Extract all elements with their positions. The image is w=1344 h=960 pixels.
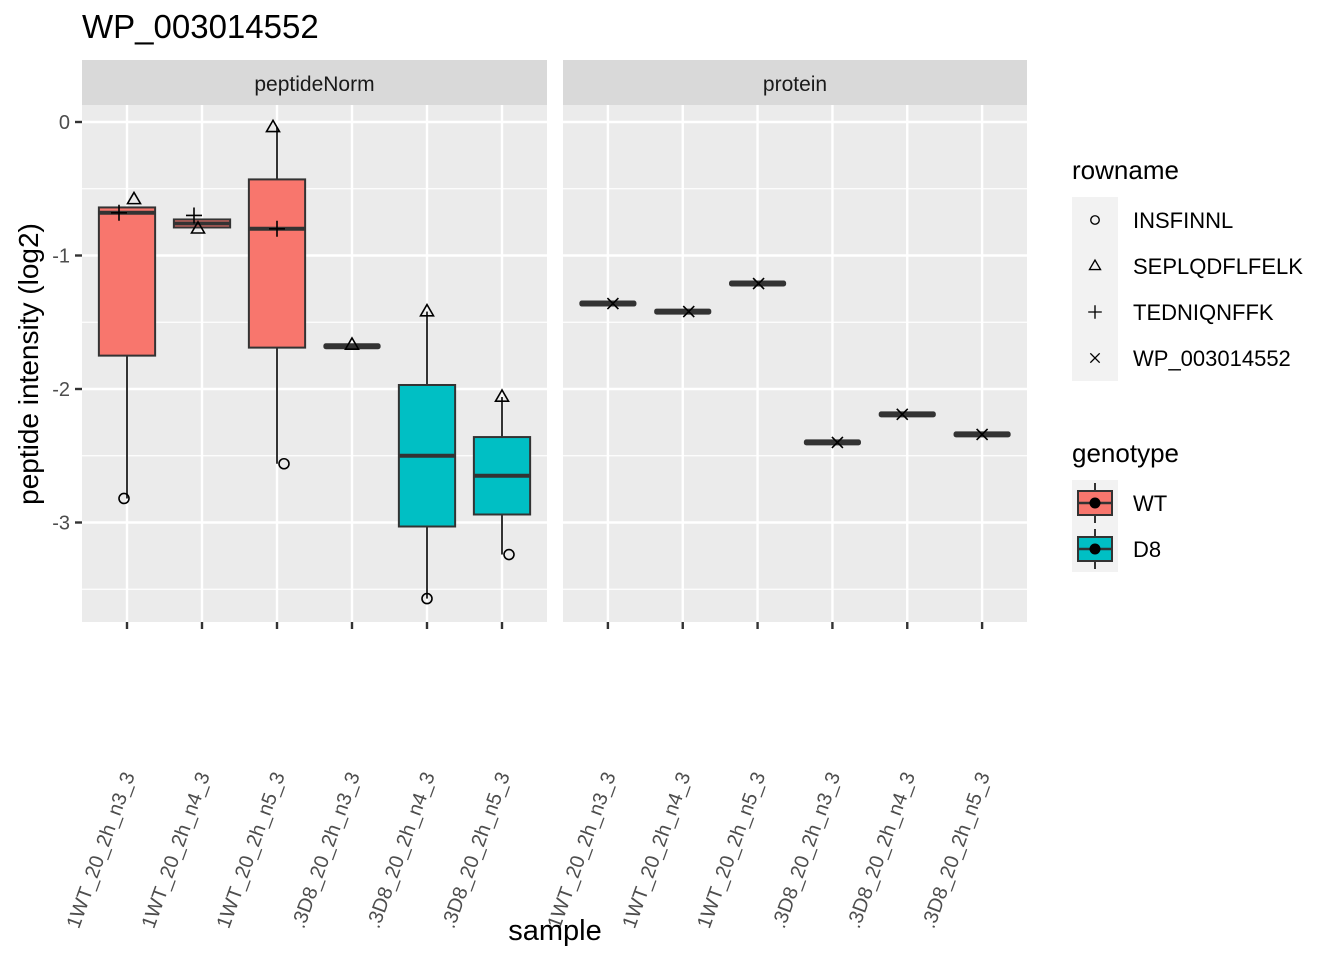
point-cross: [606, 297, 619, 310]
point-circle: [421, 592, 433, 605]
facet-strip-label: protein: [763, 73, 827, 96]
point-triangle: [344, 336, 360, 350]
facet-strip-label: peptideNorm: [254, 73, 374, 96]
panel-background: [82, 105, 547, 622]
point-cross: [896, 408, 909, 421]
y-tick-label: -3: [52, 513, 70, 535]
box-5: [397, 311, 457, 599]
median-line: [579, 300, 637, 307]
legend-key-box: [1077, 483, 1113, 523]
median-line: [323, 343, 381, 350]
box-2: [172, 218, 232, 229]
x-tick-label: .3D8_20_2h_n3_3: [768, 769, 845, 931]
legend-key-cross: [1089, 352, 1101, 364]
box-rect: [247, 178, 307, 349]
x-tick-label: 1WT_20_2h_n4_3: [618, 769, 695, 931]
box-4: [803, 439, 861, 446]
x-tick-label: .3D8_20_2h_n3_3: [288, 769, 365, 931]
legend-key-circle: [1090, 215, 1100, 225]
point-triangle: [494, 388, 510, 403]
point-cross: [682, 305, 695, 318]
chart-title: WP_003014552: [82, 8, 319, 45]
x-tick-label: .3D8_20_2h_n5_3: [918, 769, 995, 931]
point-cross: [831, 436, 844, 449]
box-1: [579, 300, 637, 307]
point-plus: [269, 220, 285, 237]
x-tick-label: 1WT_20_2h_n4_3: [138, 769, 215, 931]
x-tick-label: .3D8_20_2h_n4_3: [843, 769, 920, 931]
box-2: [654, 308, 712, 315]
facet-strip: [82, 60, 547, 105]
legend-key-box: [1077, 529, 1113, 569]
legend-entry-label: WT: [1133, 491, 1167, 516]
facet-panel-protein: protein 1WT_20_2h_n3_31WT_20_2h_n4_31WT_2…: [544, 60, 1027, 931]
median-line: [654, 308, 712, 315]
legend-genotype-title: genotype: [1072, 438, 1179, 468]
x-tick-label: .3D8_20_2h_n4_3: [363, 769, 440, 931]
legend-entry-label: D8: [1133, 537, 1161, 562]
point-triangle: [126, 190, 142, 205]
legend-entry-label: SEPLQDFLFELK: [1133, 254, 1303, 279]
legend-key-dot: [1089, 497, 1101, 509]
legend-entry-label: INSFINNL: [1133, 208, 1233, 233]
point-plus: [186, 207, 202, 224]
legend-key-plus: [1088, 305, 1102, 319]
box-4: [323, 343, 381, 350]
y-axis-label: peptide intensity (log2): [13, 223, 44, 505]
box-5: [878, 411, 936, 418]
x-tick-label: 1WT_20_2h_n3_3: [63, 769, 140, 931]
point-cross: [976, 428, 989, 441]
legend-key-dot: [1089, 543, 1101, 555]
point-triangle: [190, 220, 206, 234]
facet-panel-peptideNorm: peptideNorm 1WT_20_2h_n3_31WT_20_2h_n4_31…: [63, 60, 547, 931]
x-tick-label: 1WT_20_2h_n5_3: [213, 769, 290, 931]
legend-key-triangle: [1088, 258, 1102, 271]
x-tick-label: 1WT_20_2h_n5_3: [693, 769, 770, 931]
point-cross: [752, 277, 765, 290]
facet-strip: [563, 60, 1027, 105]
x-tick-label: 1WT_20_2h_n3_3: [544, 769, 621, 931]
y-axis: 0 -1 -2 -3: [52, 112, 82, 535]
panel-background: [563, 105, 1027, 622]
legend-keys-background: [1072, 197, 1118, 381]
y-tick-label: -2: [52, 379, 70, 401]
y-tick-label: 0: [59, 112, 70, 134]
legend-entry-label: WP_003014552: [1133, 346, 1291, 371]
median-line: [803, 439, 861, 446]
y-tick-label: -1: [52, 246, 70, 268]
box-6: [472, 397, 532, 555]
point-circle: [503, 548, 515, 561]
point-triangle: [265, 118, 281, 133]
legend-rowname-title: rowname: [1072, 155, 1179, 185]
legend-entry-label: TEDNIQNFFK: [1133, 300, 1274, 325]
x-axis-label: sample: [508, 915, 602, 947]
point-circle: [118, 492, 130, 505]
median-line: [878, 411, 936, 418]
point-circle: [278, 457, 290, 470]
point-triangle: [419, 302, 435, 317]
point-plus: [111, 204, 127, 221]
x-tick-label: .3D8_20_2h_n5_3: [438, 769, 515, 931]
box-3: [247, 127, 307, 464]
box-rect: [97, 206, 157, 357]
